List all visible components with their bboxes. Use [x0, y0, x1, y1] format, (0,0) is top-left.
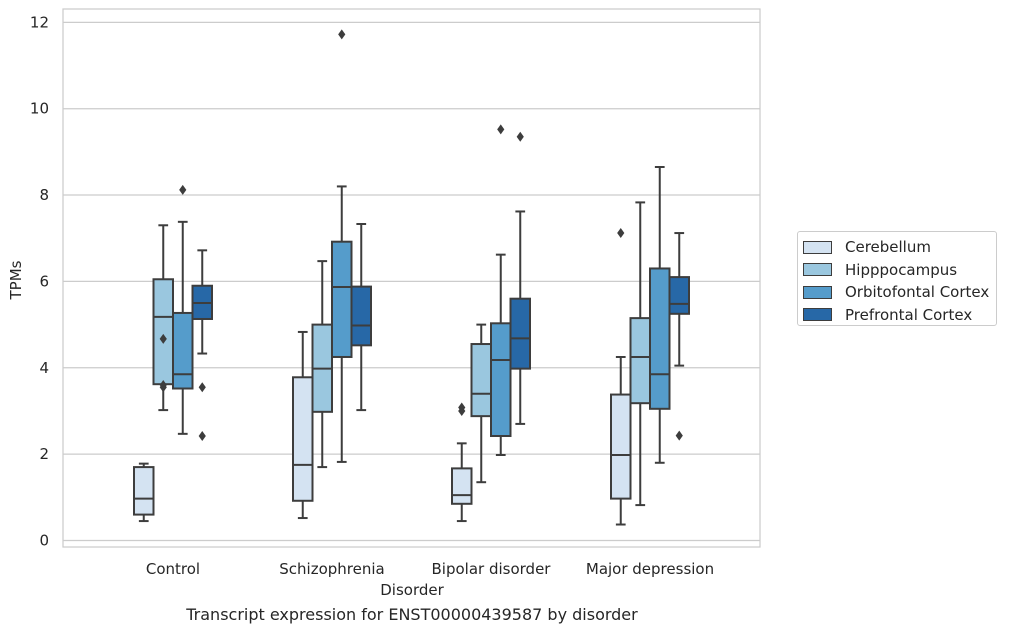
box: [451, 467, 473, 505]
legend-item: Prefrontal Cortex: [803, 304, 996, 327]
box: [490, 322, 512, 438]
box-group: [470, 323, 492, 484]
y-tick-label: 4: [39, 359, 49, 377]
y-tick-label: 8: [39, 186, 49, 204]
x-axis-ticks: Control Schizophrenia Bipolar disorder Majo…: [146, 560, 714, 578]
box-group: [292, 330, 314, 520]
box-group: [311, 260, 333, 469]
outlier-point: [198, 382, 206, 393]
box-group: [191, 249, 213, 442]
outlier-point: [497, 124, 505, 135]
y-tick-label: 6: [39, 272, 49, 290]
y-axis-label: TPMs: [7, 260, 25, 300]
box: [292, 376, 314, 502]
y-tick-label: 10: [30, 100, 49, 118]
plot-frame: [62, 8, 761, 548]
box-group: [331, 29, 353, 463]
box: [629, 317, 651, 405]
box: [649, 267, 671, 410]
outlier-point: [159, 380, 167, 391]
box: [668, 276, 690, 315]
box-group: [451, 402, 473, 523]
box: [133, 466, 155, 516]
box-group: [172, 184, 194, 435]
box: [470, 343, 492, 418]
x-tick-label: Major depression: [586, 560, 714, 578]
box-group: [350, 222, 372, 412]
box: [152, 278, 174, 386]
legend: Cerebellum Hipppocampus Orbitofontal Cor…: [797, 231, 997, 326]
box: [610, 393, 632, 500]
box: [331, 240, 353, 358]
box-group: [668, 232, 690, 441]
y-tick-label: 2: [39, 445, 49, 463]
legend-swatch: [803, 308, 832, 322]
legend-swatch: [803, 240, 832, 254]
box-group: [649, 165, 671, 464]
box-group: [610, 228, 632, 526]
box-group: [490, 124, 512, 457]
box: [350, 285, 372, 347]
y-tick-label: 0: [39, 532, 49, 550]
box-group: [133, 462, 155, 523]
box-group: [629, 201, 651, 507]
x-tick-label: Bipolar disorder: [432, 560, 552, 578]
legend-item: Hipppocampus: [803, 259, 996, 282]
legend-item: Orbitofontal Cortex: [803, 281, 996, 304]
x-tick-label: Control: [146, 560, 200, 578]
legend-label: Orbitofontal Cortex: [845, 283, 990, 302]
box-group: [509, 131, 531, 425]
outlier-point: [179, 184, 187, 195]
chart-caption: Transcript expression for ENST0000043958…: [186, 605, 638, 624]
x-tick-label: Schizophrenia: [279, 560, 384, 578]
box: [509, 297, 531, 370]
legend-label: Hipppocampus: [845, 260, 958, 279]
outlier-point: [159, 333, 167, 344]
boxes: [133, 29, 690, 526]
legend-swatch: [803, 285, 832, 299]
x-axis-label: Disorder: [380, 581, 444, 599]
outlier-point: [338, 29, 346, 40]
legend-swatch: [803, 263, 832, 277]
outlier-point: [516, 131, 524, 142]
legend-label: Prefrontal Cortex: [845, 305, 973, 324]
outlier-point: [617, 228, 625, 239]
box: [172, 311, 194, 390]
box-group: [152, 224, 174, 412]
y-tick-label: 12: [30, 13, 49, 31]
y-axis-ticks: 0 2 4 6 8 10 12: [30, 13, 49, 549]
outlier-point: [198, 431, 206, 442]
legend-label: Cerebellum: [845, 238, 931, 257]
outlier-point: [458, 402, 466, 413]
outlier-point: [675, 430, 683, 441]
legend-item: Cerebellum: [803, 236, 996, 259]
